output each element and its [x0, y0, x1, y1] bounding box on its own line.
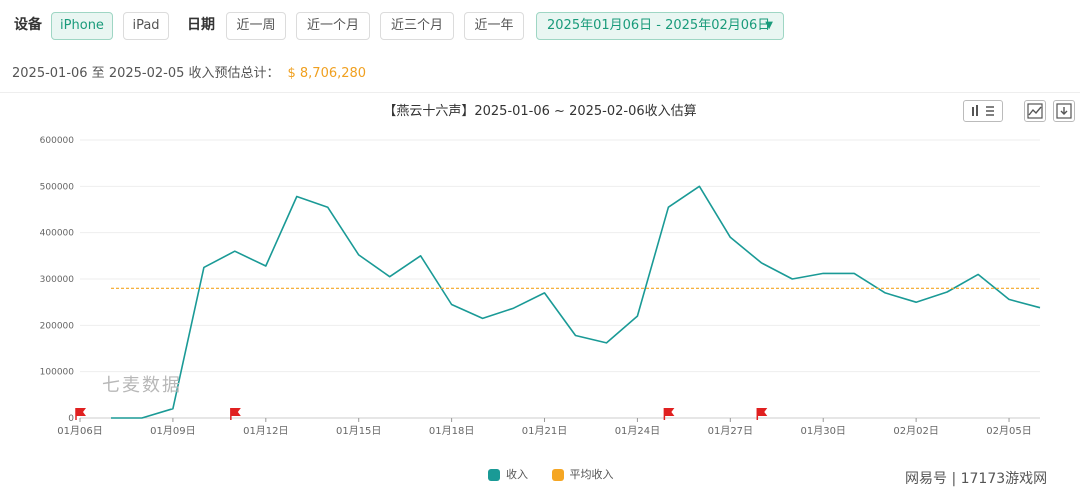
watermark-text: 七麦数据 [102, 375, 182, 396]
x-tick-label: 02月05日 [986, 425, 1031, 437]
y-tick-label: 400000 [40, 229, 75, 239]
legend-item-revenue[interactable]: 收入 [488, 466, 528, 482]
y-tick-label: 600000 [40, 136, 75, 146]
legend-swatch-revenue [488, 469, 500, 481]
summary-text: 2025-01-06 至 2025-02-05 收入预估总计： [12, 66, 280, 81]
date-range-picker[interactable]: 2025年01月06日 - 2025年02月06日 ▼ [536, 12, 784, 40]
chevron-down-icon: ▼ [765, 20, 773, 31]
x-tick-label: 01月12日 [243, 425, 288, 437]
device-ipad-button[interactable]: iPad [123, 12, 169, 40]
legend-item-average[interactable]: 平均收入 [551, 466, 614, 482]
event-flag-icon[interactable] [663, 408, 675, 420]
range-week-button[interactable]: 近一周 [226, 12, 286, 40]
x-tick-label: 01月30日 [800, 425, 845, 437]
event-flag-icon[interactable] [230, 408, 241, 420]
legend-label-revenue: 收入 [506, 468, 528, 481]
x-tick-label: 01月09日 [150, 425, 195, 437]
range-year-button[interactable]: 近一年 [464, 12, 524, 40]
range-month-button[interactable]: 近一个月 [296, 12, 370, 40]
revenue-summary: 2025-01-06 至 2025-02-05 收入预估总计： $ 8,706,2… [12, 62, 366, 81]
source-credit: 网易号 | 17173游戏网 [905, 471, 1048, 487]
filter-toolbar: 设备 iPhone iPad 日期 近一周 近一个月 近三个月 近一年 2025… [0, 0, 1080, 56]
x-tick-label: 02月02日 [893, 425, 938, 437]
legend-label-average: 平均收入 [569, 468, 614, 481]
device-label: 设备 [14, 17, 42, 33]
y-tick-label: 500000 [40, 182, 75, 192]
chart-title: 【燕云十六声】2025-01-06 ~ 2025-02-06收入估算 [383, 104, 697, 119]
summary-total: $ 8,706,280 [287, 66, 367, 81]
event-flag-icon[interactable] [75, 408, 86, 420]
device-iphone-button[interactable]: iPhone [51, 12, 113, 40]
y-tick-label: 0 [68, 414, 74, 424]
line-chart-icon[interactable] [1024, 100, 1046, 122]
x-tick-label: 01月27日 [708, 425, 753, 437]
y-tick-label: 300000 [40, 275, 75, 285]
date-range-value: 2025年01月06日 - 2025年02月06日 [547, 18, 771, 33]
chart-panel [0, 92, 1080, 499]
bar-chart-icon[interactable] [963, 100, 1003, 122]
series-line-revenue [111, 185, 1041, 419]
event-flag-icon[interactable] [756, 408, 768, 420]
x-tick-label: 01月18日 [429, 425, 474, 437]
x-tick-label: 01月24日 [615, 425, 660, 437]
date-label: 日期 [187, 17, 215, 33]
x-tick-label: 01月06日 [57, 425, 102, 437]
y-tick-label: 100000 [40, 368, 75, 378]
chart-legend: 收入 平均收入 [488, 466, 634, 482]
y-tick-label: 200000 [40, 321, 75, 331]
range-3months-button[interactable]: 近三个月 [380, 12, 454, 40]
download-icon[interactable] [1053, 100, 1075, 122]
x-tick-label: 01月21日 [522, 425, 567, 437]
x-tick-label: 01月15日 [336, 425, 381, 437]
legend-swatch-average [551, 469, 564, 481]
